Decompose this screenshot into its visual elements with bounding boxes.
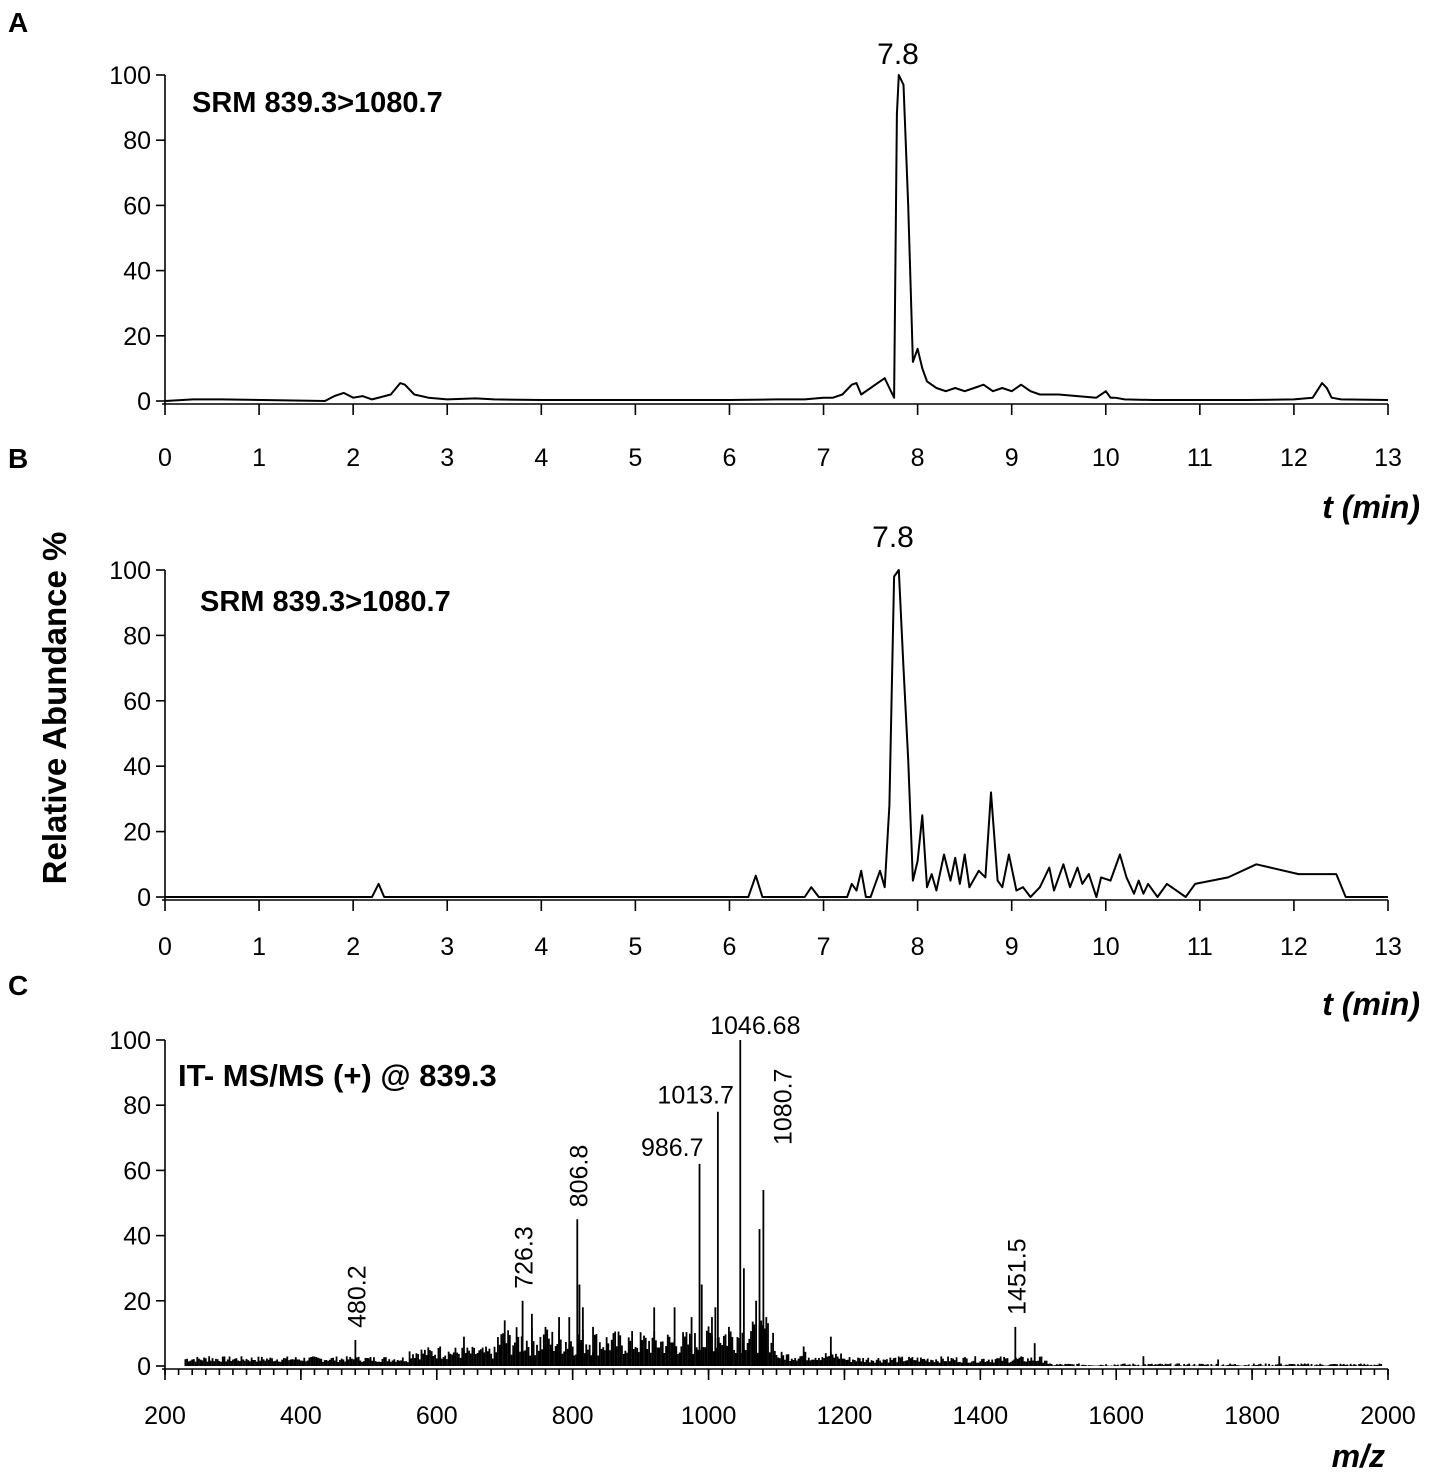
panel-c-y-tick-label: 20 [123,1288,151,1316]
panel-c-peak-label: 986.7 [641,1134,704,1162]
panel-c-y-tick-label: 100 [109,1027,151,1055]
panel-c-peak-label: 1013.7 [657,1082,733,1110]
panel-b-peak-label: 7.8 [872,521,914,554]
panel-b-y-tick-label: 40 [123,753,151,781]
panel-b-x-tick-label: 12 [1280,933,1308,961]
panel-c-x-tick-label: 200 [144,1402,186,1430]
panel-b-y-tick-label: 80 [123,622,151,650]
panel-c-x-tick-label: 800 [552,1402,594,1430]
panel-b-x-axis-title: t (min) [1322,986,1420,1022]
panel-a-x-tick-label: 5 [628,444,642,472]
panel-b-x-tick-label: 9 [1005,933,1019,961]
panel-c-peak-label: 806.8 [565,1145,593,1208]
panel-a-y-tick-label: 0 [137,388,151,416]
panel-b-x-tick-label: 11 [1187,933,1213,961]
panel-b-x-tick-label: 10 [1092,933,1120,961]
panel-a-annotation: SRM 839.3>1080.7 [192,87,443,119]
panel-b-y-tick-label: 100 [109,557,151,585]
panel-c-peak-label: 1046.68 [710,1012,800,1040]
panel-a-x-tick-label: 0 [158,444,172,472]
panel-c-x-axis-title: m/z [1332,1438,1385,1474]
panel-c-x-tick-label: 2000 [1360,1402,1416,1430]
panel-c-x-tick-label: 1800 [1224,1402,1280,1430]
panel-label-c: C [8,970,28,1001]
panel-a-trace-line [164,74,1389,402]
panel-b-x-tick-label: 8 [911,933,925,961]
panel-c-spectrum: 0 20 40 60 80 100 200 400 600 800 1000 1200 1400 1600… [109,1012,1416,1430]
panel-a-x-tick-label: 1 [252,444,266,472]
panel-a-y-tick-label: 80 [123,127,151,155]
panel-c-x-tick-label: 400 [280,1402,322,1430]
panel-c-x-tick-label: 1400 [953,1402,1009,1430]
panel-a-x-tick-label: 8 [911,444,925,472]
panel-b-y-tick-label: 0 [137,884,151,912]
y-axis-title: Relative Abundance % [36,532,73,885]
panel-b-x-tick-label: 4 [534,933,548,961]
panel-label-b: B [8,443,28,474]
panel-b-x-tick-label: 1 [252,933,266,961]
panel-c-y-tick-label: 40 [123,1223,151,1251]
panel-a-x-tick-label: 3 [440,444,454,472]
panel-b-x-tick-label: 0 [158,933,172,961]
panel-c-y-tick-label: 0 [137,1353,151,1381]
panel-b-x-tick-label: 3 [440,933,454,961]
panel-c-x-tick-label: 1200 [817,1402,873,1430]
panel-c-peak-label: 1080.7 [769,1069,797,1145]
panel-a-y-tick-label: 40 [123,258,151,286]
panel-a-x-tick-label: 13 [1374,444,1402,472]
panel-a-y-tick-label: 100 [109,62,151,90]
panel-c-peak-label: 726.3 [511,1226,539,1289]
panel-b-x-tick-label: 2 [346,933,360,961]
panel-a-x-tick-label: 10 [1092,444,1120,472]
panel-b-annotation: SRM 839.3>1080.7 [200,586,451,618]
panel-a-x-tick-label: 12 [1280,444,1308,472]
panel-b-x-tick-label: 7 [817,933,831,961]
panel-a-x-tick-label: 4 [534,444,548,472]
panel-c-peak-label: 1451.5 [1003,1238,1031,1314]
panel-a-x-tick-label: 2 [346,444,360,472]
panel-c-x-tick-label: 600 [416,1402,458,1430]
panel-b-y-tick-label: 60 [123,688,151,716]
panel-a-y-tick-label: 20 [123,323,151,351]
panel-c-y-tick-label: 60 [123,1157,151,1185]
panel-a-x-tick-label: 9 [1005,444,1019,472]
panel-b-x-tick-label: 6 [723,933,737,961]
panel-b-y-tick-label: 20 [123,819,151,847]
panel-b-x-tick-label: 5 [628,933,642,961]
panel-c-x-tick-label: 1000 [681,1402,737,1430]
panel-a-y-tick-label: 60 [123,192,151,220]
panel-c-peak-label: 480.2 [343,1265,371,1328]
panel-c-annotation: IT- MS/MS (+) @ 839.3 [178,1058,497,1093]
panel-a-x-tick-label: 11 [1187,444,1213,472]
panel-a-peak-label: 7.8 [877,38,919,71]
panel-b-trace-line [165,569,1388,898]
panel-c-noise-bars [184,1320,1383,1366]
panel-c-x-tick-label: 1600 [1088,1402,1144,1430]
panel-a-x-tick-label: 6 [723,444,737,472]
panel-label-a: A [8,7,28,38]
panel-a-x-axis-title: t (min) [1322,489,1420,525]
panel-a-x-tick-label: 7 [817,444,831,472]
panel-b-x-tick-label: 13 [1374,933,1402,961]
panel-c-y-tick-label: 80 [123,1092,151,1120]
